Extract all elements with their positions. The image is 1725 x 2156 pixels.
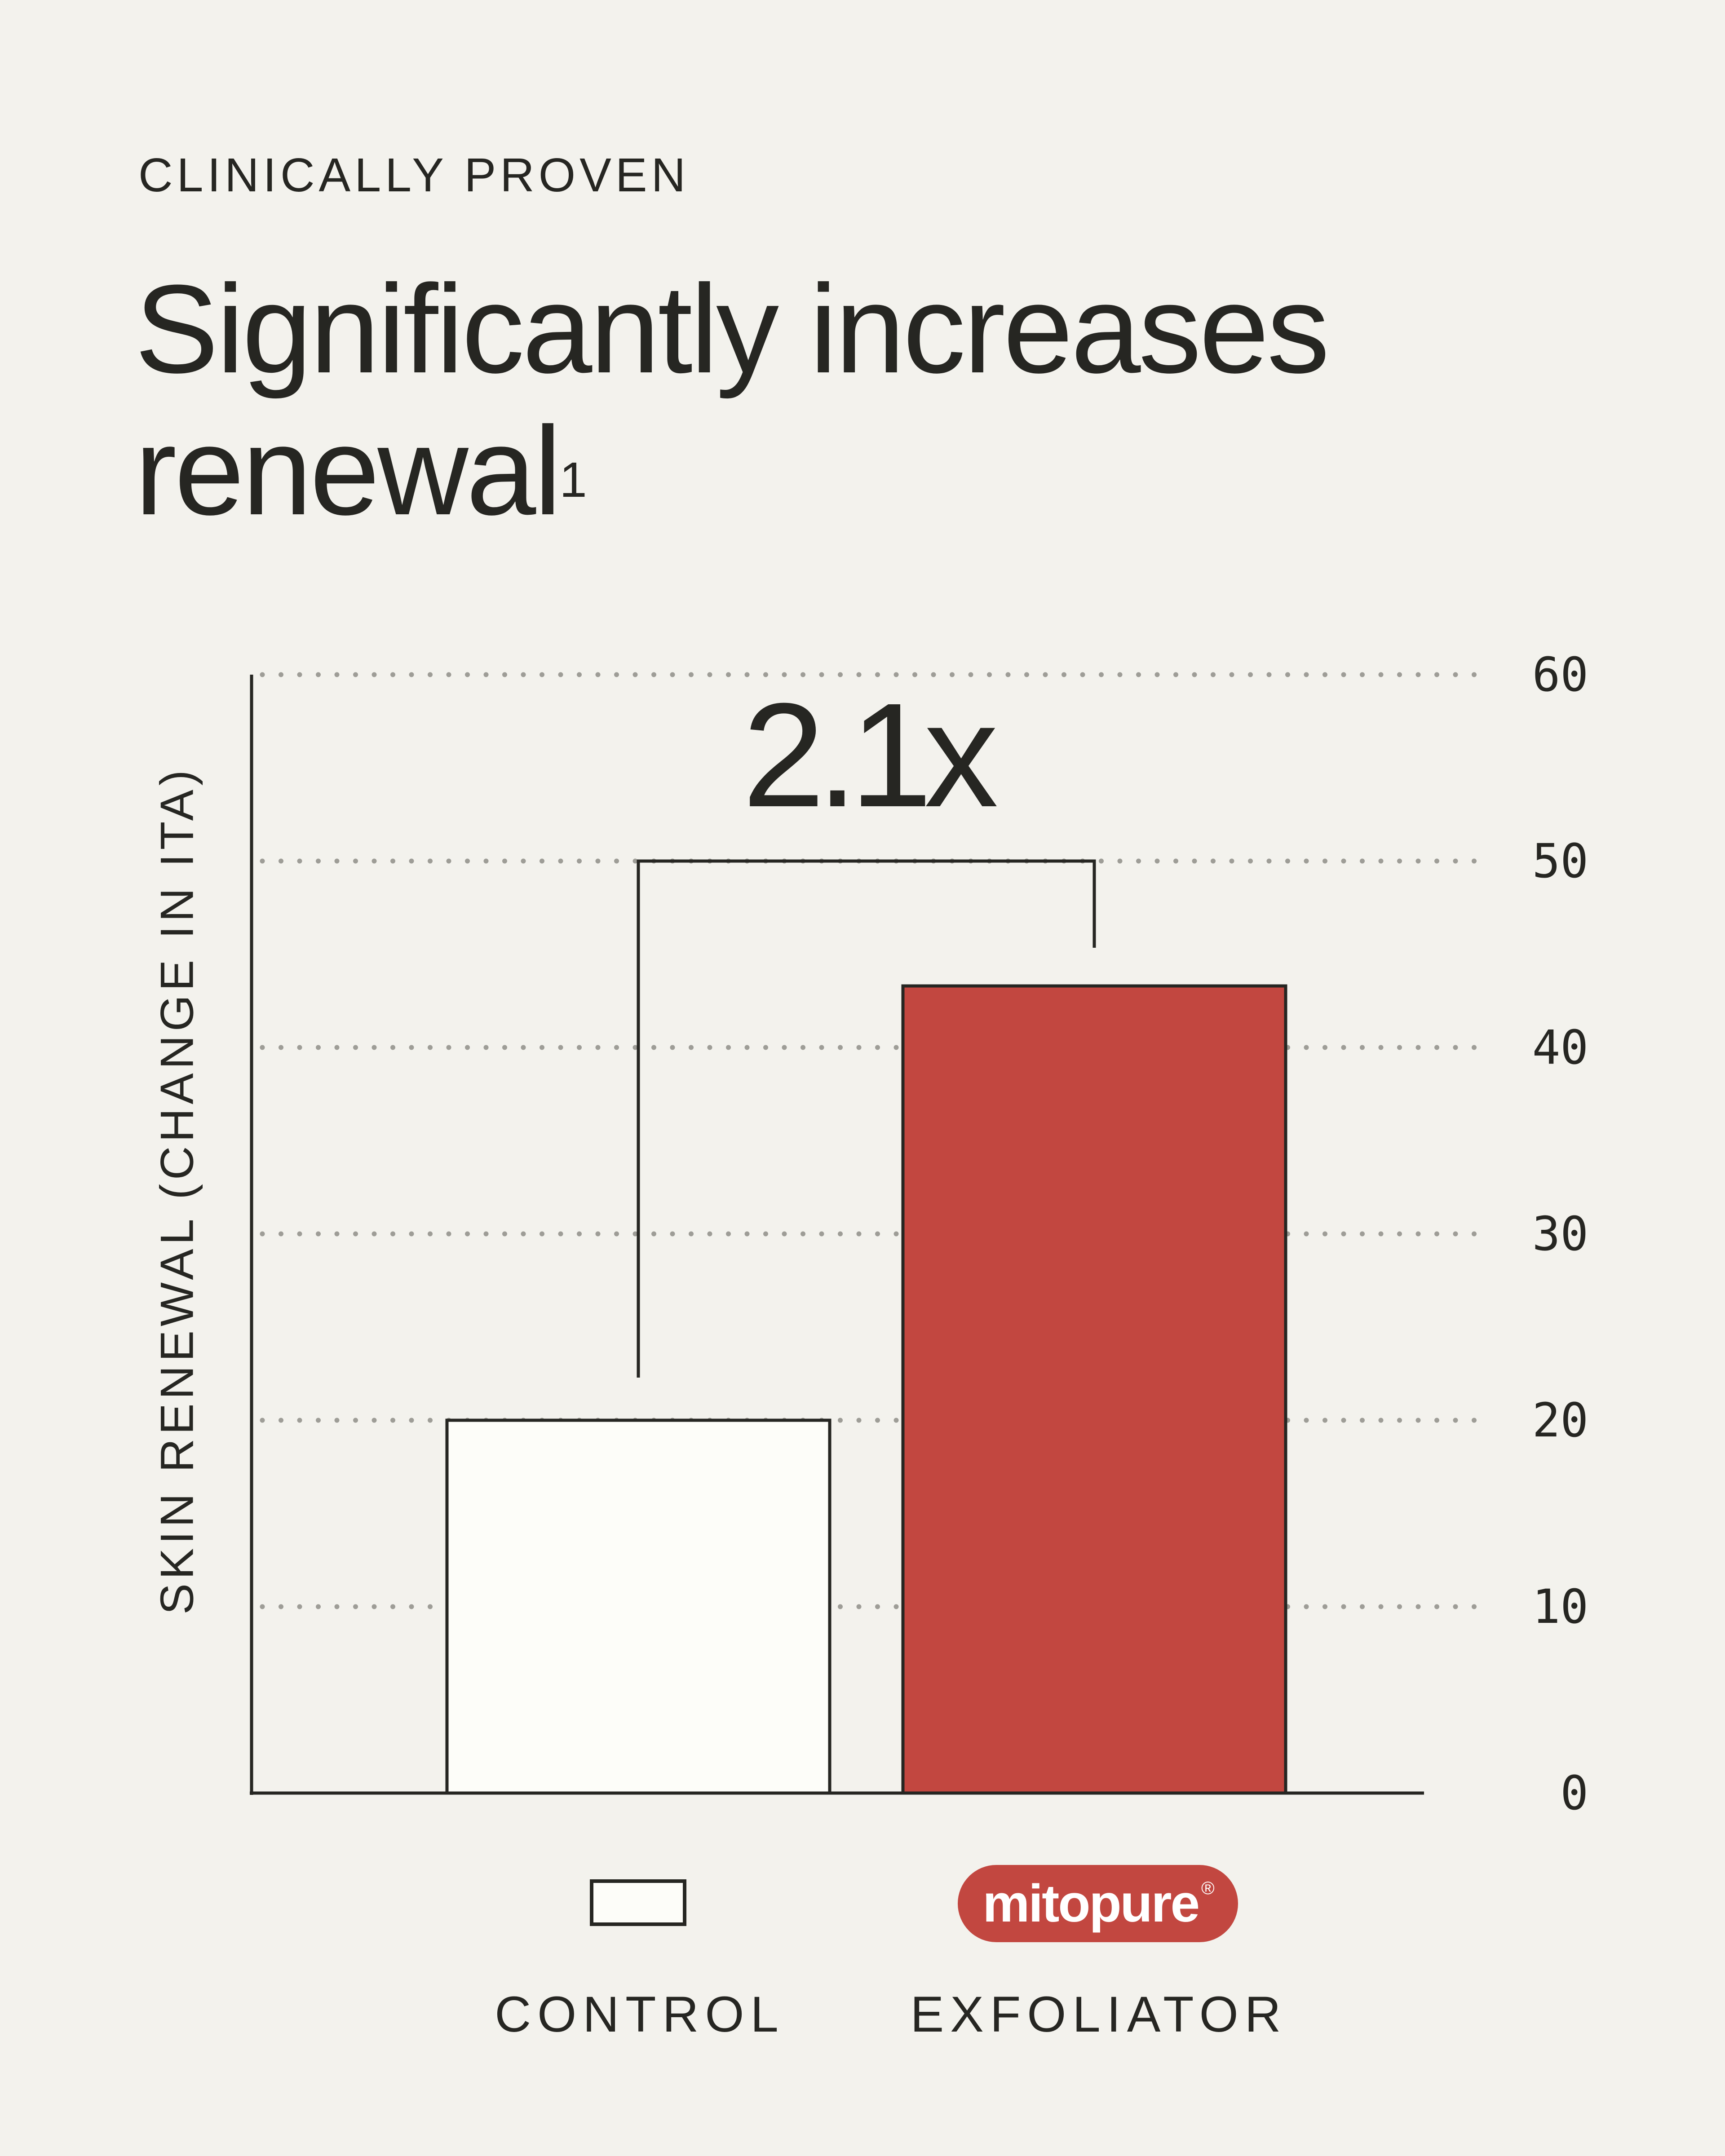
registered-mark: ® bbox=[1201, 1878, 1215, 1898]
control-legend-swatch bbox=[590, 1879, 686, 1926]
eyebrow-label: CLINICALLY PROVEN bbox=[138, 149, 690, 202]
page-title: Significantly increases renewal1 bbox=[135, 258, 1662, 542]
y-tick-label-20: 20 bbox=[1532, 1393, 1588, 1448]
annotation-label: 2.1x bbox=[743, 672, 999, 838]
exfoliator-label: EXFOLIATOR bbox=[910, 1986, 1287, 2042]
y-tick-label-50: 50 bbox=[1532, 834, 1588, 888]
bar-control bbox=[445, 1418, 832, 1795]
y-axis-label: SKIN RENEWAL (CHANGE IN ITA) bbox=[151, 766, 203, 1615]
comparison-bracket bbox=[637, 859, 1096, 1378]
y-tick-label-40: 40 bbox=[1532, 1020, 1588, 1075]
headline-text: Significantly increases renewal bbox=[135, 259, 1330, 541]
y-tick-label-0: 0 bbox=[1560, 1766, 1588, 1820]
y-tick-label-30: 30 bbox=[1532, 1206, 1588, 1261]
control-label: CONTROL bbox=[495, 1986, 785, 2042]
bar-exfoliator bbox=[901, 984, 1287, 1795]
mitopure-logo: mitopure ® bbox=[958, 1865, 1238, 1942]
y-tick-label-10: 10 bbox=[1532, 1579, 1588, 1634]
brand-logo-text: mitopure bbox=[982, 1874, 1200, 1933]
footnote-marker: 1 bbox=[559, 452, 587, 508]
y-tick-label-60: 60 bbox=[1532, 647, 1588, 702]
